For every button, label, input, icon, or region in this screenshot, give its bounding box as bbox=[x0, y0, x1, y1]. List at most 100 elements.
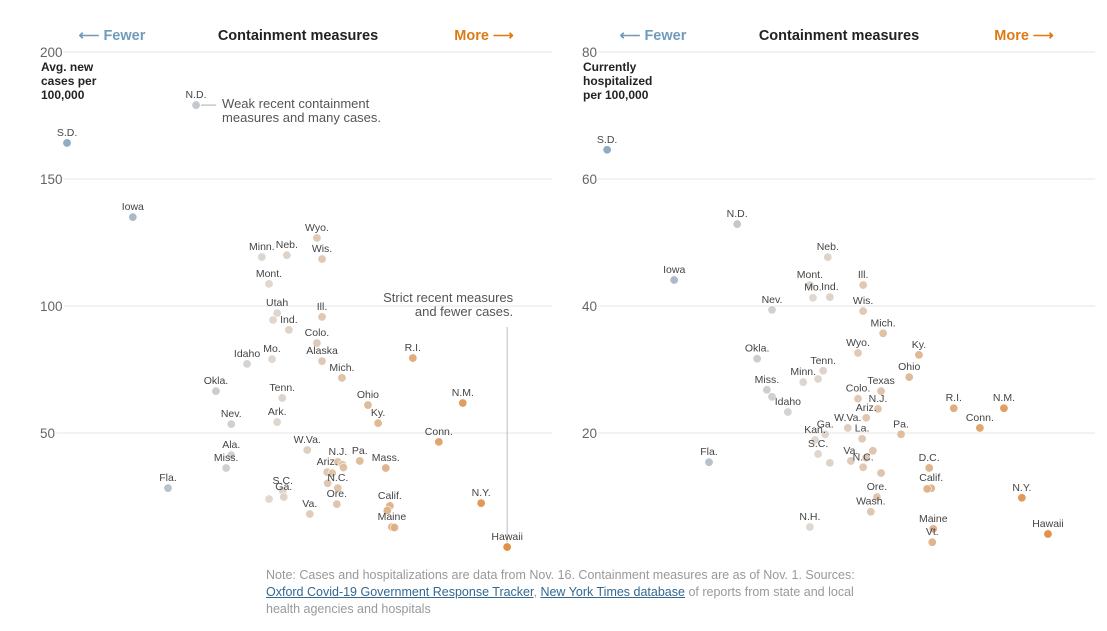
point-label: Nev. bbox=[221, 408, 242, 420]
source-note: Note: Cases and hospitalizations are dat… bbox=[266, 567, 866, 618]
point-label: Ill. bbox=[317, 301, 328, 313]
point-label: Ariz. bbox=[856, 402, 877, 414]
data-point bbox=[128, 212, 138, 222]
point-label: S.C. bbox=[273, 475, 293, 487]
point-label: Wis. bbox=[853, 295, 873, 307]
point-label: Colo. bbox=[846, 383, 871, 395]
data-point bbox=[866, 507, 876, 517]
point-label: Ore. bbox=[867, 481, 887, 493]
data-point bbox=[264, 279, 274, 289]
oxford-tracker-link[interactable]: Oxford Covid-19 Government Response Trac… bbox=[266, 585, 534, 599]
data-point bbox=[876, 468, 886, 478]
point-label: La. bbox=[855, 423, 870, 435]
data-point bbox=[327, 468, 337, 478]
data-point bbox=[317, 356, 327, 366]
y-tick-label: 100 bbox=[40, 299, 63, 314]
point-label: Tenn. bbox=[810, 355, 836, 367]
point-label: Utah bbox=[266, 297, 288, 309]
annotation-text: Strict recent measures bbox=[383, 290, 514, 305]
x-axis-title: Containment measures bbox=[218, 28, 378, 44]
data-point bbox=[363, 400, 373, 410]
point-label: Miss. bbox=[214, 452, 239, 464]
point-label: N.C. bbox=[327, 472, 348, 484]
point-label: Conn. bbox=[425, 426, 453, 438]
data-point bbox=[458, 398, 468, 408]
point-label: Nev. bbox=[762, 294, 783, 306]
y-tick-label: 200 bbox=[40, 45, 63, 60]
data-point bbox=[602, 145, 612, 155]
nyt-database-link[interactable]: New York Times database bbox=[540, 585, 685, 599]
point-label: W.Va. bbox=[294, 434, 321, 446]
point-label: S.D. bbox=[57, 127, 77, 139]
point-label: Neb. bbox=[817, 241, 839, 253]
annotation-text: Weak recent containment bbox=[222, 96, 370, 111]
note-separator: , bbox=[533, 585, 541, 599]
data-point bbox=[805, 280, 815, 290]
point-label: Calif. bbox=[378, 490, 402, 502]
data-point bbox=[762, 385, 772, 395]
point-label: Ark. bbox=[268, 406, 287, 418]
point-label: Ore. bbox=[327, 488, 347, 500]
data-point bbox=[382, 505, 392, 515]
point-label: S.C. bbox=[808, 438, 828, 450]
data-point bbox=[767, 392, 777, 402]
data-point bbox=[317, 312, 327, 322]
data-point bbox=[872, 492, 882, 502]
y-axis-label: Currently bbox=[583, 60, 637, 74]
data-point bbox=[257, 252, 267, 262]
y-axis-label: per 100,000 bbox=[583, 88, 649, 102]
y-axis-label: cases per bbox=[41, 74, 97, 88]
data-point bbox=[191, 100, 201, 110]
point-label: Maine bbox=[378, 511, 407, 523]
point-label: Ariz. bbox=[317, 456, 338, 468]
point-label: Wash. bbox=[856, 496, 885, 508]
data-point bbox=[752, 354, 762, 364]
data-point bbox=[242, 359, 252, 369]
point-label: Ohio bbox=[898, 361, 920, 373]
point-label: Wyo. bbox=[846, 337, 870, 349]
data-point bbox=[846, 456, 856, 466]
data-point bbox=[268, 315, 278, 325]
data-point bbox=[312, 338, 322, 348]
data-point bbox=[914, 350, 924, 360]
data-point bbox=[820, 429, 830, 439]
point-label: Okla. bbox=[204, 375, 229, 387]
data-point bbox=[818, 366, 828, 376]
data-point bbox=[282, 250, 292, 260]
point-label: N.J. bbox=[329, 446, 348, 458]
data-point bbox=[732, 219, 742, 229]
data-point bbox=[853, 348, 863, 358]
data-point bbox=[373, 418, 383, 428]
point-label: Ohio bbox=[357, 389, 379, 401]
data-point bbox=[338, 463, 348, 473]
data-point bbox=[904, 372, 914, 382]
point-label: Colo. bbox=[305, 327, 330, 339]
point-label: Ala. bbox=[222, 439, 240, 451]
data-point bbox=[858, 306, 868, 316]
cases-chart: ⟵ Fewer Containment measures More ⟶ 50 100 15… bbox=[40, 28, 552, 552]
data-point bbox=[434, 437, 444, 447]
point-label: Ky. bbox=[912, 339, 926, 351]
data-point bbox=[408, 353, 418, 363]
point-label: N.H. bbox=[799, 511, 820, 523]
data-point bbox=[853, 394, 863, 404]
data-point bbox=[927, 537, 937, 547]
fewer-label: ⟵ Fewer bbox=[620, 28, 687, 44]
data-point bbox=[928, 524, 938, 534]
point-label: N.M. bbox=[452, 387, 474, 399]
data-point bbox=[284, 325, 294, 335]
point-label: Ga. bbox=[275, 481, 292, 493]
point-label: Pa. bbox=[352, 445, 368, 457]
point-label: Wis. bbox=[312, 243, 332, 255]
data-point bbox=[355, 456, 365, 466]
data-point bbox=[868, 446, 878, 456]
point-label: Maine bbox=[919, 513, 948, 525]
data-point bbox=[810, 435, 820, 445]
point-label: Minn. bbox=[249, 241, 275, 253]
point-label: Minn. bbox=[790, 366, 816, 378]
point-label: Ind. bbox=[821, 281, 839, 293]
data-point bbox=[272, 417, 282, 427]
point-label: Mich. bbox=[329, 362, 354, 374]
point-label: Fla. bbox=[700, 446, 718, 458]
fewer-label: ⟵ Fewer bbox=[79, 28, 146, 44]
